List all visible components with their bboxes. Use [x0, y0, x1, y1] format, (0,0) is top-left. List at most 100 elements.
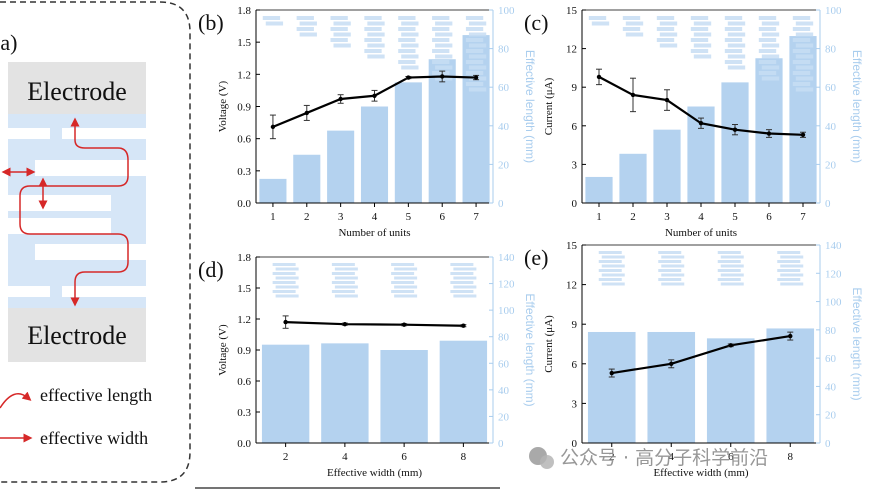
unit-icon-segment — [661, 273, 685, 277]
x-tick-label-b-5: 5 — [406, 211, 412, 223]
unit-icon-segment — [364, 16, 382, 20]
meander-cutouts — [8, 128, 146, 297]
y2-tick-label-d: 140 — [498, 252, 515, 264]
x-tick-label-c-3: 3 — [664, 211, 670, 223]
bar-e-2 — [587, 331, 636, 443]
y-tick-label-c: 15 — [566, 5, 578, 17]
electrode-bottom-label: Electrode — [27, 321, 127, 350]
unit-icon-segment — [658, 269, 682, 272]
unit-icon-segment — [758, 27, 777, 31]
y-tick-label-c: 6 — [572, 121, 578, 133]
data-point-c-1 — [596, 74, 602, 80]
unit-icon-segment — [598, 260, 622, 263]
x-tick-label-c-4: 4 — [698, 211, 704, 223]
unit-icon-segment — [398, 16, 416, 20]
y2-tick-label-e: 140 — [825, 240, 842, 252]
unit-icon-segment — [296, 27, 314, 31]
unit-icon-segment — [656, 38, 675, 42]
data-point-e-4 — [669, 361, 674, 366]
x-tick-label-d-8: 8 — [461, 451, 467, 463]
unit-icon-segment — [717, 260, 741, 263]
unit-icon-segment — [450, 290, 474, 293]
unit-icon-segment — [724, 60, 743, 64]
unit-icon-segment — [435, 76, 453, 81]
y2-tick-label-b: 60 — [498, 82, 510, 94]
unit-icon-segment — [432, 71, 450, 75]
unit-icon-segment — [727, 32, 746, 37]
bar-d-4 — [321, 343, 369, 443]
y-tick-label-c: 0 — [572, 198, 578, 210]
unit-icon-segment — [265, 21, 284, 26]
unit-icon-segment — [272, 281, 296, 284]
legend-effective-width: effective width — [40, 428, 148, 448]
schematic-panel-label: (a) — [0, 30, 17, 55]
electrode-top — [8, 62, 146, 114]
unit-icon-segment — [792, 38, 811, 42]
unit-icon-segment — [331, 290, 355, 293]
unit-icon-segment — [658, 251, 682, 254]
unit-icon-segment — [588, 16, 607, 20]
line-series-d — [285, 321, 464, 327]
y-tick-label-d: 1.8 — [237, 252, 251, 264]
unit-icon-segment — [780, 273, 804, 277]
unit-icon-segment — [795, 21, 814, 26]
unit-icon-segment — [622, 16, 641, 20]
unit-icon-segment — [367, 54, 385, 59]
unit-icon-segment — [391, 263, 415, 266]
unit-icon-segment — [465, 82, 484, 86]
x-tick-label-c-1: 1 — [596, 211, 602, 223]
data-point-c-3 — [664, 97, 670, 103]
meander-body — [8, 114, 146, 314]
y2-tick-label-d: 40 — [498, 385, 510, 397]
bar-e-6 — [706, 338, 755, 443]
unit-icon-segment — [330, 38, 348, 42]
unit-icon-segment — [331, 263, 355, 266]
data-point-b-7 — [473, 75, 479, 80]
y-tick-label-e: 9 — [572, 319, 578, 331]
data-point-c-2 — [630, 92, 636, 98]
y2-axis-label-b: Effective length (mm) — [523, 50, 537, 163]
panel-label-c: (c) — [524, 10, 548, 35]
unit-icon-segment — [334, 285, 358, 289]
bar-c-2 — [619, 153, 647, 203]
unit-icon-segment — [465, 16, 484, 20]
x-tick-label-d-6: 6 — [401, 451, 407, 463]
unit-icon-segment — [465, 27, 484, 31]
unit-icon-segment — [272, 263, 296, 266]
y2-tick-label-e: 40 — [825, 381, 837, 393]
y2-tick-label-e: 0 — [825, 438, 831, 450]
unit-icon-segment — [330, 27, 348, 31]
unit-icon-segment — [622, 27, 641, 31]
unit-icon-segment — [761, 54, 780, 59]
legend-effective-length: effective length — [40, 385, 152, 405]
bar-d-2 — [261, 344, 310, 443]
unit-icon-segment — [601, 282, 625, 286]
unit-icon-segment — [758, 60, 777, 64]
unit-icon-segment — [401, 32, 419, 37]
unit-icon-segment — [331, 281, 355, 284]
x-tick-label-c-7: 7 — [800, 211, 806, 223]
unit-icon-segment — [435, 21, 453, 26]
y-tick-label-e: 12 — [566, 280, 577, 292]
unit-icon-segment — [401, 65, 419, 70]
x-axis-label-e: Effective width (mm) — [653, 467, 748, 479]
unit-icon-segment — [777, 251, 801, 254]
unit-icon-segment — [333, 32, 351, 37]
unit-icon-segment — [724, 38, 743, 42]
unit-icon-segment — [391, 272, 415, 275]
chart-panel-b: 0.0 0.3 0.6 0.9 1.2 1.5 1.8 0 20 40 60 80 100 1 2 3 4 5 6 7… — [198, 5, 537, 239]
unit-icon-segment — [724, 16, 743, 20]
unit-icon-segment — [761, 43, 780, 48]
unit-icon-segment — [661, 255, 685, 259]
unit-icon-segment — [465, 71, 484, 75]
unit-icon-segment — [761, 76, 780, 81]
unit-icon-segment — [333, 43, 351, 48]
y2-tick-label-b: 0 — [498, 198, 504, 210]
bar-c-5 — [721, 82, 749, 203]
y2-axis-label-e: Effective length (mm) — [850, 287, 864, 400]
y-tick-label-d: 0.0 — [237, 438, 251, 450]
x-tick-label-b-3: 3 — [338, 211, 344, 223]
unit-icon-segment — [601, 273, 625, 277]
y-tick-label-d: 0.9 — [237, 345, 251, 357]
